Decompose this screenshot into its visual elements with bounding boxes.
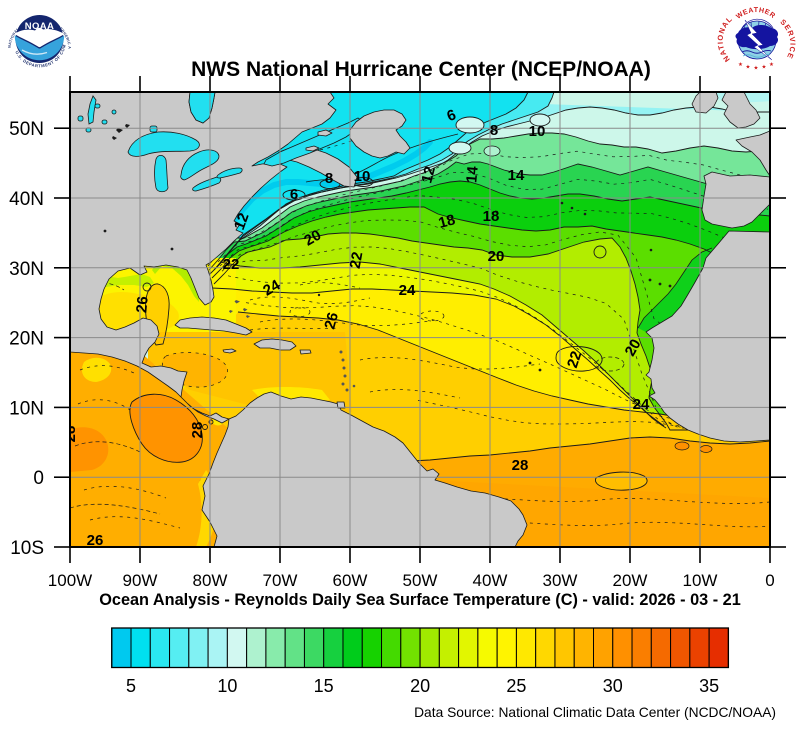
svg-text:15: 15 <box>314 676 334 696</box>
svg-text:80W: 80W <box>193 571 228 590</box>
svg-text:28: 28 <box>512 457 529 474</box>
svg-text:10S: 10S <box>10 538 44 559</box>
svg-text:Data Source: National Climatic: Data Source: National Climatic Data Cent… <box>414 705 776 720</box>
svg-text:60W: 60W <box>333 571 368 590</box>
svg-text:90W: 90W <box>123 571 158 590</box>
svg-text:10: 10 <box>354 168 371 185</box>
svg-text:14: 14 <box>463 165 481 184</box>
svg-text:20N: 20N <box>9 329 44 350</box>
svg-text:NOAA: NOAA <box>25 21 55 32</box>
svg-text:★: ★ <box>762 64 767 71</box>
svg-text:10: 10 <box>529 123 546 140</box>
svg-text:40W: 40W <box>473 571 508 590</box>
svg-text:18: 18 <box>483 208 500 225</box>
svg-text:100W: 100W <box>48 571 92 590</box>
svg-text:70W: 70W <box>263 571 298 590</box>
svg-text:22: 22 <box>347 251 367 270</box>
svg-text:20: 20 <box>301 227 324 250</box>
svg-text:28: 28 <box>189 422 206 439</box>
svg-text:25: 25 <box>506 676 526 696</box>
svg-text:20W: 20W <box>613 571 648 590</box>
svg-text:26: 26 <box>321 311 342 332</box>
svg-text:28: 28 <box>62 426 79 443</box>
svg-text:NWS National Hurricane Center: NWS National Hurricane Center (NCEP/NOAA… <box>191 58 651 81</box>
svg-text:6: 6 <box>290 186 298 203</box>
svg-text:20: 20 <box>622 336 645 359</box>
svg-text:Ocean Analysis - Reynolds Dail: Ocean Analysis - Reynolds Daily Sea Surf… <box>99 591 741 609</box>
svg-text:24: 24 <box>633 396 650 413</box>
svg-text:★: ★ <box>754 65 759 72</box>
svg-text:50W: 50W <box>403 571 438 590</box>
svg-text:22: 22 <box>223 256 240 273</box>
svg-text:30: 30 <box>603 676 623 696</box>
svg-text:40N: 40N <box>9 189 44 210</box>
svg-text:★: ★ <box>769 61 774 68</box>
svg-text:14: 14 <box>508 167 525 184</box>
svg-text:30W: 30W <box>543 571 578 590</box>
svg-text:24: 24 <box>260 276 284 299</box>
svg-text:22: 22 <box>564 349 585 370</box>
svg-text:30N: 30N <box>9 259 44 280</box>
svg-text:26: 26 <box>133 296 151 314</box>
svg-text:8: 8 <box>490 122 498 139</box>
svg-text:24: 24 <box>399 282 416 299</box>
svg-text:10W: 10W <box>683 571 718 590</box>
svg-text:0: 0 <box>33 468 44 489</box>
svg-text:26: 26 <box>87 532 104 549</box>
svg-text:50N: 50N <box>9 119 44 140</box>
svg-text:5: 5 <box>126 676 136 696</box>
svg-text:20: 20 <box>410 676 430 696</box>
svg-text:12: 12 <box>418 165 439 186</box>
svg-text:20: 20 <box>488 248 505 265</box>
svg-text:10N: 10N <box>9 398 44 419</box>
svg-text:★: ★ <box>738 61 743 68</box>
svg-text:18: 18 <box>437 211 458 232</box>
svg-text:0: 0 <box>765 571 774 590</box>
svg-text:12: 12 <box>231 211 253 232</box>
svg-text:35: 35 <box>699 676 719 696</box>
svg-text:10: 10 <box>217 676 237 696</box>
svg-text:★: ★ <box>746 64 751 71</box>
svg-text:8: 8 <box>325 170 333 187</box>
